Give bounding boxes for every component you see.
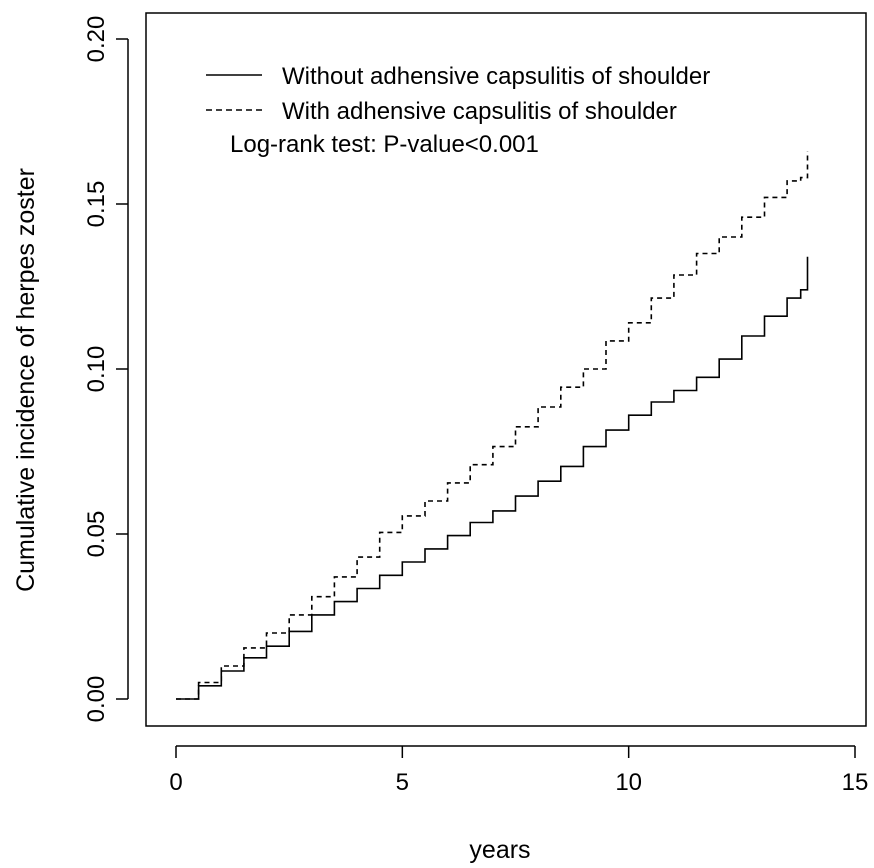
x-axis-title: years	[469, 836, 530, 864]
y-tick-label: 0.15	[83, 181, 110, 228]
legend: Without adhensive capsulitis of shoulder…	[206, 63, 710, 125]
legend-label-with: With adhensive capsulitis of shoulder	[282, 98, 677, 125]
x-tick-label: 5	[396, 769, 409, 796]
series-line-with	[176, 151, 809, 700]
y-tick-label: 0.05	[83, 511, 110, 558]
y-axis-title: Cumulative incidence of herpes zoster	[12, 168, 40, 592]
x-tick-label: 0	[169, 769, 182, 796]
x-axis: 0 5 10 15	[169, 745, 869, 796]
series-layer	[176, 151, 809, 700]
y-tick-label: 0.00	[83, 676, 110, 723]
x-tick-label: 10	[615, 769, 642, 796]
y-tick-label: 0.20	[83, 16, 110, 63]
y-tick-label: 0.10	[83, 346, 110, 393]
plot-frame	[145, 12, 867, 727]
legend-label-without: Without adhensive capsulitis of shoulder	[282, 63, 710, 90]
x-tick-label: 15	[842, 769, 869, 796]
series-line-without	[176, 256, 809, 700]
log-rank-annotation: Log-rank test: P-value<0.001	[230, 131, 539, 158]
y-axis: 0.00 0.05 0.10 0.15 0.20	[83, 16, 129, 723]
